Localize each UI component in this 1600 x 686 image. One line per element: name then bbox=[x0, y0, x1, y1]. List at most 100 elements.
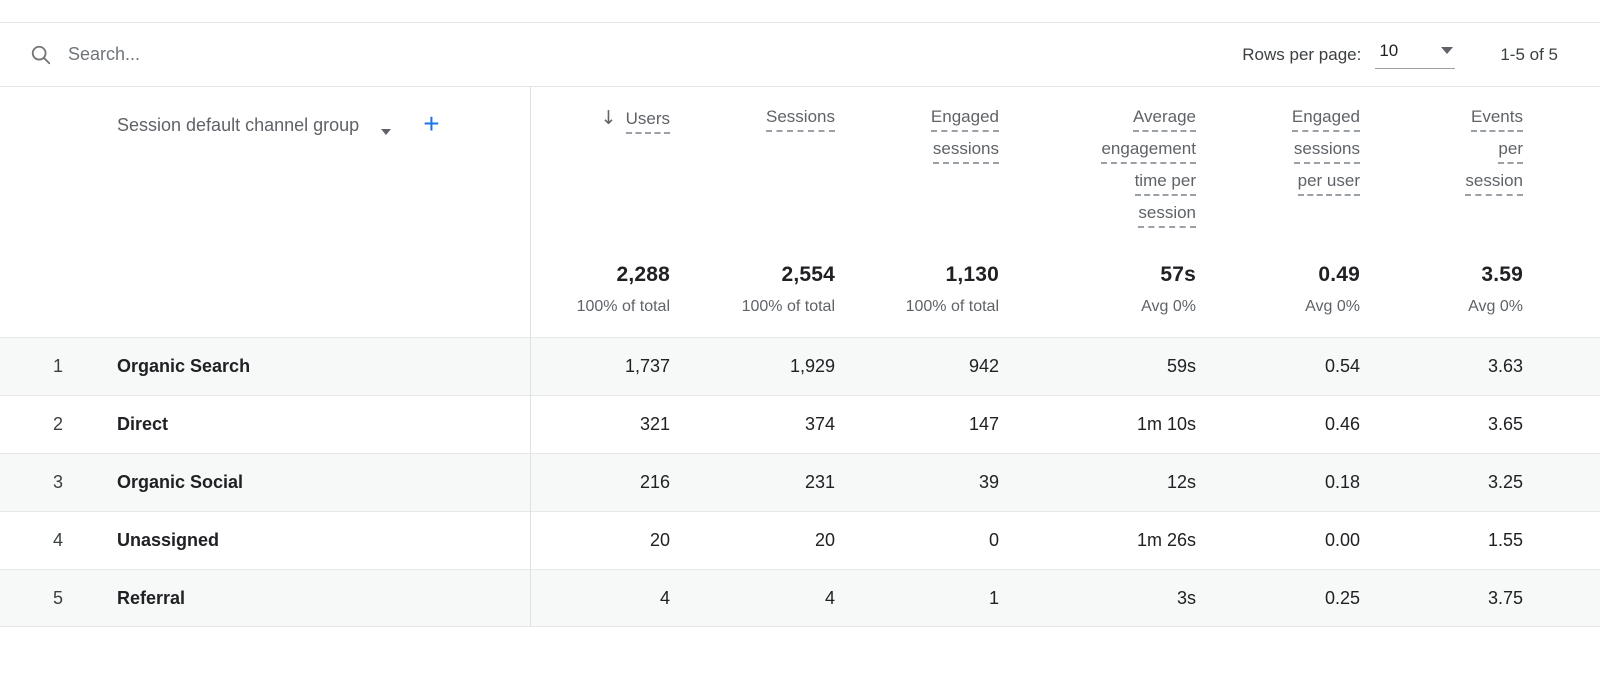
total-subtext: 100% of total bbox=[576, 298, 670, 315]
dimension-caret-icon bbox=[381, 129, 392, 135]
total-users: 2,288 100% of total bbox=[530, 263, 670, 337]
channel-name: Organic Social bbox=[117, 472, 244, 492]
column-header-sessions[interactable]: Sessions bbox=[670, 107, 835, 249]
cell-avg-engagement-time: 12s bbox=[1166, 472, 1196, 492]
cell-engaged-sessions: 0 bbox=[988, 530, 999, 550]
row-number-header bbox=[27, 107, 89, 249]
data-table: Session default channel group + ↓ Users S… bbox=[0, 87, 1600, 627]
total-subtext: 100% of total bbox=[905, 298, 999, 315]
table-header-row: Session default channel group + ↓ Users S… bbox=[0, 87, 1600, 249]
dimension-header-cell: Session default channel group + bbox=[89, 107, 530, 249]
total-engaged-sessions-per-user: 0.49 Avg 0% bbox=[1196, 263, 1360, 337]
channel-name: Direct bbox=[117, 414, 169, 434]
header-line: Average bbox=[1132, 107, 1196, 132]
dimension-header-label: Session default channel group bbox=[117, 115, 360, 135]
search-input[interactable] bbox=[68, 44, 488, 65]
cell-users: 321 bbox=[639, 414, 670, 434]
sort-descending-icon: ↓ bbox=[600, 107, 617, 129]
table-row: 4 Unassigned 20 20 0 1m 26s 0.00 1.55 bbox=[0, 511, 1600, 569]
cell-engaged-sessions: 1 bbox=[988, 587, 999, 608]
cell-avg-engagement-time: 3s bbox=[1176, 587, 1196, 608]
channel-name: Unassigned bbox=[117, 530, 220, 550]
pagination-controls: Rows per page: 10 1-5 of 5 bbox=[1242, 41, 1558, 69]
search-box[interactable] bbox=[30, 44, 1242, 66]
cell-sessions: 20 bbox=[814, 530, 835, 550]
header-line: per bbox=[1498, 139, 1523, 164]
total-value: 0.49 bbox=[1318, 263, 1360, 286]
cell-users: 1,737 bbox=[624, 356, 670, 376]
row-number: 1 bbox=[52, 356, 63, 376]
total-subtext: Avg 0% bbox=[1468, 298, 1523, 315]
header-line: time per bbox=[1134, 171, 1196, 196]
header-line: Users bbox=[625, 109, 670, 134]
row-number: 5 bbox=[52, 587, 63, 608]
cell-avg-engagement-time: 1m 10s bbox=[1136, 414, 1196, 434]
total-value: 3.59 bbox=[1481, 263, 1523, 286]
row-number: 2 bbox=[52, 414, 63, 434]
cell-avg-engagement-time: 1m 26s bbox=[1136, 530, 1196, 550]
cell-avg-engagement-time: 59s bbox=[1166, 356, 1196, 376]
header-line: Engaged bbox=[1291, 107, 1360, 132]
cell-users: 4 bbox=[659, 587, 670, 608]
column-header-engaged-sessions[interactable]: Engaged sessions bbox=[835, 107, 999, 249]
header-line: per user bbox=[1297, 171, 1360, 196]
table-row: 1 Organic Search 1,737 1,929 942 59s 0.5… bbox=[0, 337, 1600, 395]
cell-sessions: 374 bbox=[804, 414, 835, 434]
header-line: Sessions bbox=[766, 107, 835, 132]
rows-per-page-label: Rows per page: bbox=[1242, 44, 1362, 64]
column-header-avg-engagement-time[interactable]: Average engagement time per session bbox=[999, 107, 1196, 249]
rows-per-page-select[interactable]: 10 bbox=[1375, 40, 1456, 69]
header-line: engagement bbox=[1101, 139, 1196, 164]
cell-events-per-session: 1.55 bbox=[1487, 530, 1523, 550]
table-row: 5 Referral 4 4 1 3s 0.25 3.75 bbox=[0, 569, 1600, 627]
header-line: session bbox=[1465, 171, 1523, 196]
table-body: 1 Organic Search 1,737 1,929 942 59s 0.5… bbox=[0, 337, 1600, 627]
total-events-per-session: 3.59 Avg 0% bbox=[1360, 263, 1523, 337]
row-number: 3 bbox=[52, 472, 63, 492]
row-range-label: 1-5 of 5 bbox=[1500, 44, 1558, 64]
cell-users: 20 bbox=[649, 530, 670, 550]
column-header-engaged-sessions-per-user[interactable]: Engaged sessions per user bbox=[1196, 107, 1360, 249]
total-subtext: Avg 0% bbox=[1305, 298, 1360, 315]
cell-engaged-sessions: 147 bbox=[968, 414, 999, 434]
cell-events-per-session: 3.63 bbox=[1487, 356, 1523, 376]
total-engaged-sessions: 1,130 100% of total bbox=[835, 263, 999, 337]
table-row: 3 Organic Social 216 231 39 12s 0.18 3.2… bbox=[0, 453, 1600, 511]
total-value: 57s bbox=[1160, 263, 1196, 286]
cell-engaged-sessions-per-user: 0.54 bbox=[1324, 356, 1360, 376]
totals-row: 2,288 100% of total 2,554 100% of total … bbox=[0, 249, 1600, 337]
cell-engaged-sessions: 942 bbox=[968, 356, 999, 376]
table-toolbar: Rows per page: 10 1-5 of 5 bbox=[0, 22, 1600, 87]
channel-name: Referral bbox=[117, 587, 186, 608]
column-header-events-per-session[interactable]: Events per session bbox=[1360, 107, 1523, 249]
table-row: 2 Direct 321 374 147 1m 10s 0.46 3.65 bbox=[0, 395, 1600, 453]
total-value: 1,130 bbox=[945, 263, 999, 286]
dimension-menu-button[interactable] bbox=[381, 113, 392, 140]
cell-engaged-sessions-per-user: 0.46 bbox=[1324, 414, 1360, 434]
cell-sessions: 1,929 bbox=[789, 356, 835, 376]
column-header-users[interactable]: ↓ Users bbox=[530, 107, 670, 249]
cell-engaged-sessions: 39 bbox=[978, 472, 999, 492]
cell-engaged-sessions-per-user: 0.25 bbox=[1324, 587, 1360, 608]
cell-sessions: 4 bbox=[824, 587, 835, 608]
total-subtext: 100% of total bbox=[741, 298, 835, 315]
header-line: Events bbox=[1471, 107, 1523, 132]
add-dimension-button[interactable]: + bbox=[423, 108, 440, 139]
channel-name: Organic Search bbox=[117, 356, 251, 376]
cell-events-per-session: 3.25 bbox=[1487, 472, 1523, 492]
search-icon bbox=[31, 45, 51, 64]
total-avg-engagement-time: 57s Avg 0% bbox=[999, 263, 1196, 337]
total-value: 2,554 bbox=[781, 263, 835, 286]
total-sessions: 2,554 100% of total bbox=[670, 263, 835, 337]
total-value: 2,288 bbox=[616, 263, 670, 286]
total-subtext: Avg 0% bbox=[1141, 298, 1196, 315]
rows-per-page-value: 10 bbox=[1379, 40, 1399, 60]
header-line: Engaged bbox=[930, 107, 999, 132]
column-divider bbox=[530, 87, 531, 627]
row-number: 4 bbox=[52, 530, 63, 550]
dropdown-caret-icon bbox=[1441, 47, 1454, 54]
cell-engaged-sessions-per-user: 0.00 bbox=[1324, 530, 1360, 550]
cell-sessions: 231 bbox=[804, 472, 835, 492]
cell-events-per-session: 3.75 bbox=[1487, 587, 1523, 608]
header-line: sessions bbox=[932, 139, 999, 164]
